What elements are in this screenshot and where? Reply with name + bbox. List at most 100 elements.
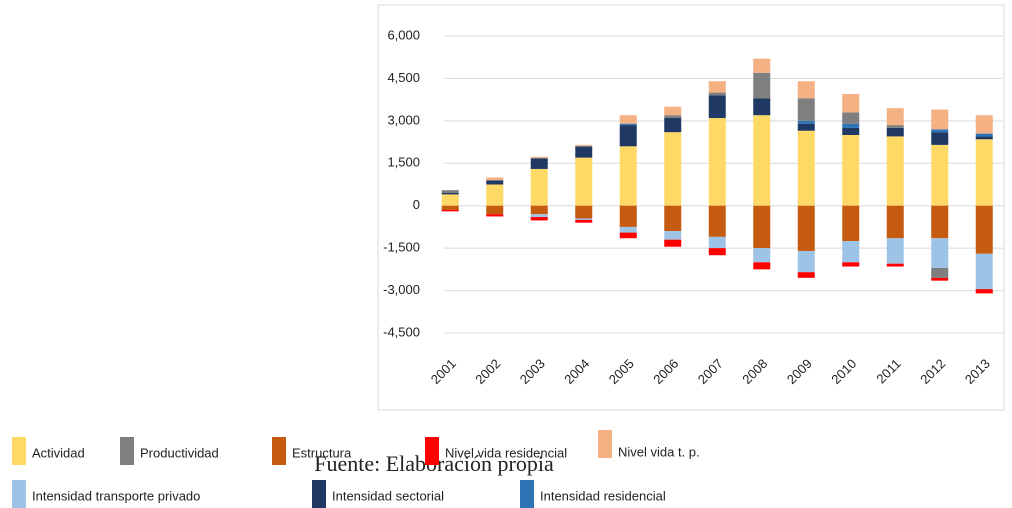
x-tick-label: 2010	[828, 356, 859, 387]
bar-segment	[441, 190, 459, 193]
bar-segment	[975, 205, 993, 254]
bar-segment	[441, 194, 459, 206]
y-tick-label: 6,000	[387, 27, 420, 42]
bar-segment	[886, 263, 904, 267]
bar-segment	[486, 214, 504, 217]
bar-segment	[797, 98, 815, 121]
legend-swatch	[598, 430, 612, 458]
bar-segment	[842, 127, 860, 135]
y-tick-label: 1,500	[387, 155, 420, 170]
bar-segment	[931, 144, 949, 206]
bar-segment	[975, 139, 993, 206]
bar-segment	[931, 205, 949, 239]
bar-segment	[619, 232, 637, 239]
legend-label: Actividad	[32, 445, 85, 460]
bar-segment	[797, 205, 815, 251]
y-tick-label: 0	[413, 197, 420, 212]
bar-segment	[575, 144, 593, 147]
bar-segment	[575, 146, 593, 158]
bar-segment	[441, 192, 459, 195]
legend-swatch	[272, 437, 286, 465]
bar-segment	[441, 205, 459, 210]
bar-segment	[575, 205, 593, 219]
bar-segment	[842, 112, 860, 124]
bar-segment	[886, 205, 904, 239]
y-tick-label: -1,500	[383, 240, 420, 255]
legend-label: Nivel vida residencial	[445, 445, 567, 460]
legend-label: Nivel vida t. p.	[618, 444, 700, 459]
x-tick-label: 2001	[428, 356, 459, 387]
bar-segment	[708, 205, 726, 237]
bar-segment	[842, 123, 860, 128]
legend-swatch	[12, 480, 26, 508]
bar-segment	[530, 156, 548, 159]
y-tick-label: 3,000	[387, 112, 420, 127]
y-tick-label: 4,500	[387, 70, 420, 85]
legend-swatch	[12, 437, 26, 465]
bar-segment	[797, 81, 815, 99]
x-tick-label: 2008	[739, 356, 770, 387]
bar-segment	[975, 289, 993, 294]
bar-segment	[708, 118, 726, 206]
bar-segment	[975, 253, 993, 290]
bar-segment	[931, 129, 949, 133]
bar-segment	[486, 205, 504, 215]
legend-label: Intensidad residencial	[540, 488, 666, 503]
bar-segment	[619, 205, 637, 227]
bar-segment	[486, 177, 504, 181]
legend-swatch	[425, 437, 439, 465]
bar-segment	[842, 241, 860, 263]
bar-segment	[530, 214, 548, 218]
x-tick-label: 2003	[517, 356, 548, 387]
bar-segment	[708, 95, 726, 119]
x-tick-label: 2011	[873, 356, 903, 386]
bar-segment	[753, 205, 771, 249]
bar-segment	[753, 115, 771, 206]
x-tick-label: 2005	[606, 356, 637, 387]
bar-segment	[664, 132, 682, 206]
bar-segment	[619, 123, 637, 126]
bar-segment	[664, 239, 682, 247]
bar-segment	[708, 81, 726, 93]
bar-segment	[486, 180, 504, 185]
bar-segment	[842, 135, 860, 206]
bar-segment	[931, 267, 949, 278]
bar-segment	[664, 106, 682, 116]
bar-segment	[619, 226, 637, 233]
bar-segment	[664, 231, 682, 240]
bar-segment	[842, 205, 860, 242]
bar-segment	[530, 217, 548, 221]
bar-segment	[530, 205, 548, 215]
x-tick-label: 2009	[784, 356, 815, 387]
bar-segment	[575, 219, 593, 223]
bar-segment	[886, 127, 904, 137]
bar-segment	[708, 248, 726, 256]
bar-segment	[797, 123, 815, 131]
x-tick-label: 2004	[561, 356, 592, 387]
x-tick-label: 2013	[962, 356, 993, 387]
legend-label: Productividad	[140, 445, 219, 460]
bar-segment	[886, 108, 904, 126]
x-tick-label: 2006	[650, 356, 681, 387]
bar-segment	[664, 118, 682, 133]
bar-segment	[753, 262, 771, 270]
bar-segment	[931, 132, 949, 145]
x-tick-label: 2007	[695, 356, 726, 387]
bar-segment	[530, 168, 548, 206]
bar-segment	[664, 205, 682, 232]
bar-segment	[931, 109, 949, 130]
bar-segment	[753, 58, 771, 73]
bar-segment	[886, 238, 904, 264]
y-tick-label: -4,500	[383, 324, 420, 339]
bar-segment	[530, 158, 548, 169]
legend-label: Intensidad sectorial	[332, 488, 444, 503]
bar-segment	[975, 136, 993, 140]
bar-segment	[931, 277, 949, 281]
bar-segment	[975, 133, 993, 137]
y-tick-label: -3,000	[383, 282, 420, 297]
bar-segment	[886, 136, 904, 206]
bar-segment	[931, 238, 949, 268]
bar-segment	[797, 272, 815, 278]
bar-segment	[708, 92, 726, 96]
